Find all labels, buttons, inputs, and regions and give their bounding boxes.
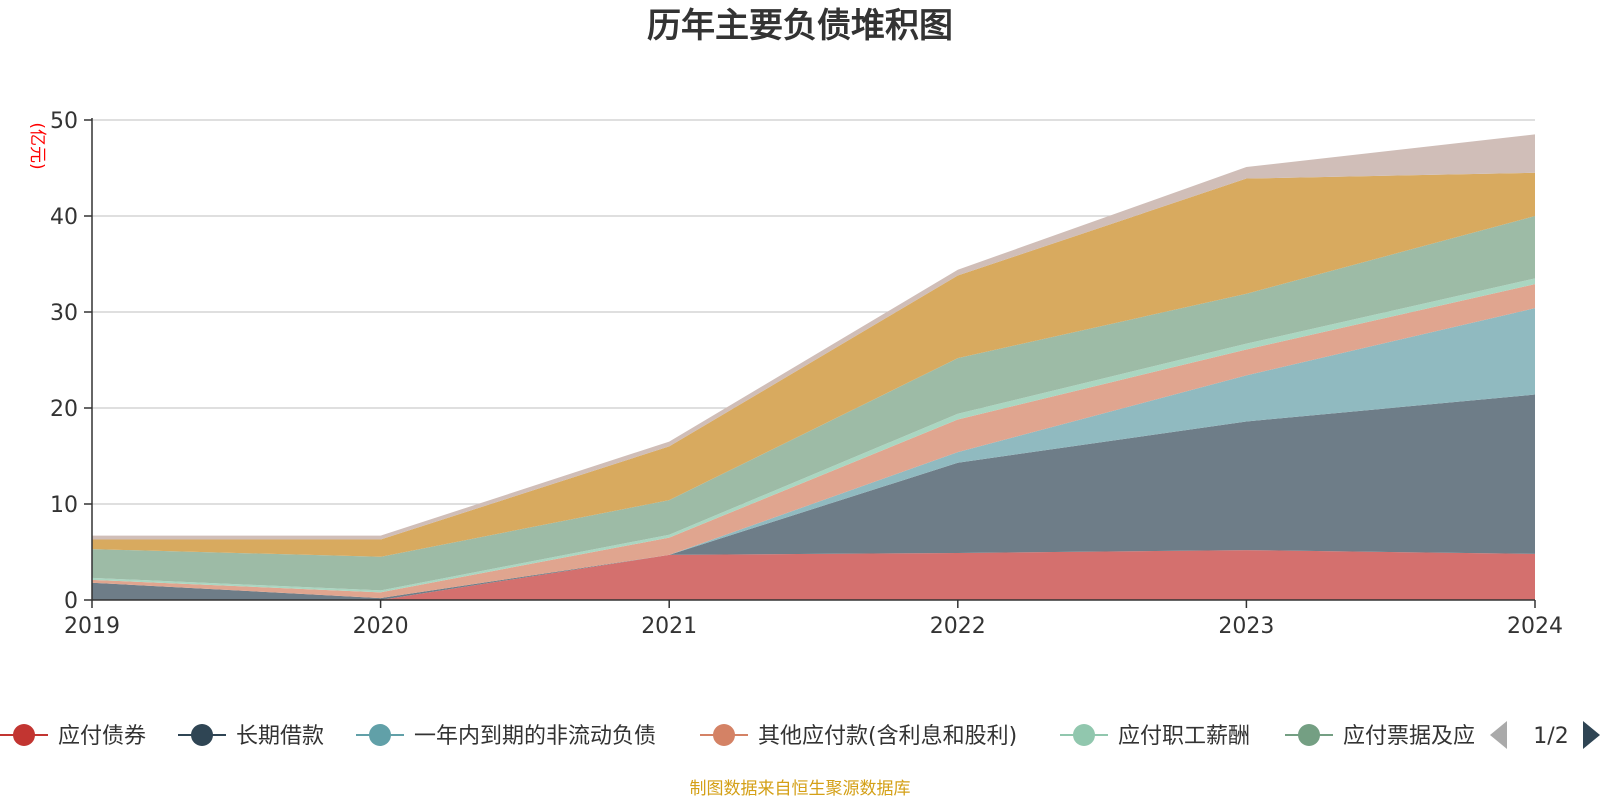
y-tick-label: 30 [50, 301, 78, 326]
y-tick-label: 50 [50, 109, 78, 134]
legend-item[interactable]: 其他应付款(含利息和股利) [700, 724, 1017, 749]
y-tick-label: 0 [64, 589, 78, 614]
axes: 0 10 20 30 40 50 2019 2020 2021 2022 2023 2024 [50, 109, 1563, 639]
area-series-1 [92, 550, 1535, 600]
legend-item[interactable]: 应付票据及应 [1285, 724, 1475, 749]
legend-item[interactable]: 应付职工薪酬 [1060, 724, 1250, 749]
legend-marker [369, 724, 391, 746]
area-series-2 [92, 394, 1535, 600]
legend-item[interactable]: 应付债券 [0, 724, 146, 749]
legend-item[interactable]: 一年内到期的非流动负债 [356, 724, 656, 749]
y-axis-unit-label: (亿元) [27, 122, 47, 169]
legend-marker [1073, 724, 1095, 746]
stacked-areas [92, 134, 1535, 600]
legend-marker [191, 724, 213, 746]
legend: 应付债券 长期借款 一年内到期的非流动负债 其他应付款(含利息和股利) 应付职工薪酬 应付… [0, 721, 1600, 749]
legend-item[interactable]: 长期借款 [178, 724, 324, 749]
y-tick-label: 40 [50, 205, 78, 230]
area-series-6 [92, 216, 1535, 591]
x-tick-label: 2023 [1218, 614, 1274, 639]
legend-label: 一年内到期的非流动负债 [414, 724, 656, 749]
y-tick-label: 10 [50, 493, 78, 518]
area-series-7 [92, 172, 1535, 557]
legend-next-page-icon[interactable] [1583, 721, 1600, 749]
y-tick-label: 20 [50, 397, 78, 422]
x-tick-label: 2020 [353, 614, 409, 639]
area-series-8 [92, 134, 1535, 540]
legend-label: 其他应付款(含利息和股利) [758, 724, 1017, 749]
x-tick-label: 2021 [641, 614, 697, 639]
legend-marker [713, 724, 735, 746]
legend-marker [13, 724, 35, 746]
legend-label: 应付职工薪酬 [1118, 724, 1250, 749]
legend-label: 应付债券 [58, 724, 146, 749]
legend-marker [1298, 724, 1320, 746]
legend-prev-page-icon[interactable] [1490, 721, 1507, 749]
legend-page-indicator: 1/2 [1533, 724, 1568, 749]
chart-title: 历年主要负债堆积图 [647, 6, 953, 46]
x-tick-label: 2022 [930, 614, 986, 639]
x-tick-label: 2024 [1507, 614, 1563, 639]
legend-label: 应付票据及应 [1343, 724, 1475, 749]
legend-label: 长期借款 [236, 724, 324, 749]
source-note: 制图数据来自恒生聚源数据库 [690, 779, 911, 799]
x-tick-label: 2019 [64, 614, 120, 639]
